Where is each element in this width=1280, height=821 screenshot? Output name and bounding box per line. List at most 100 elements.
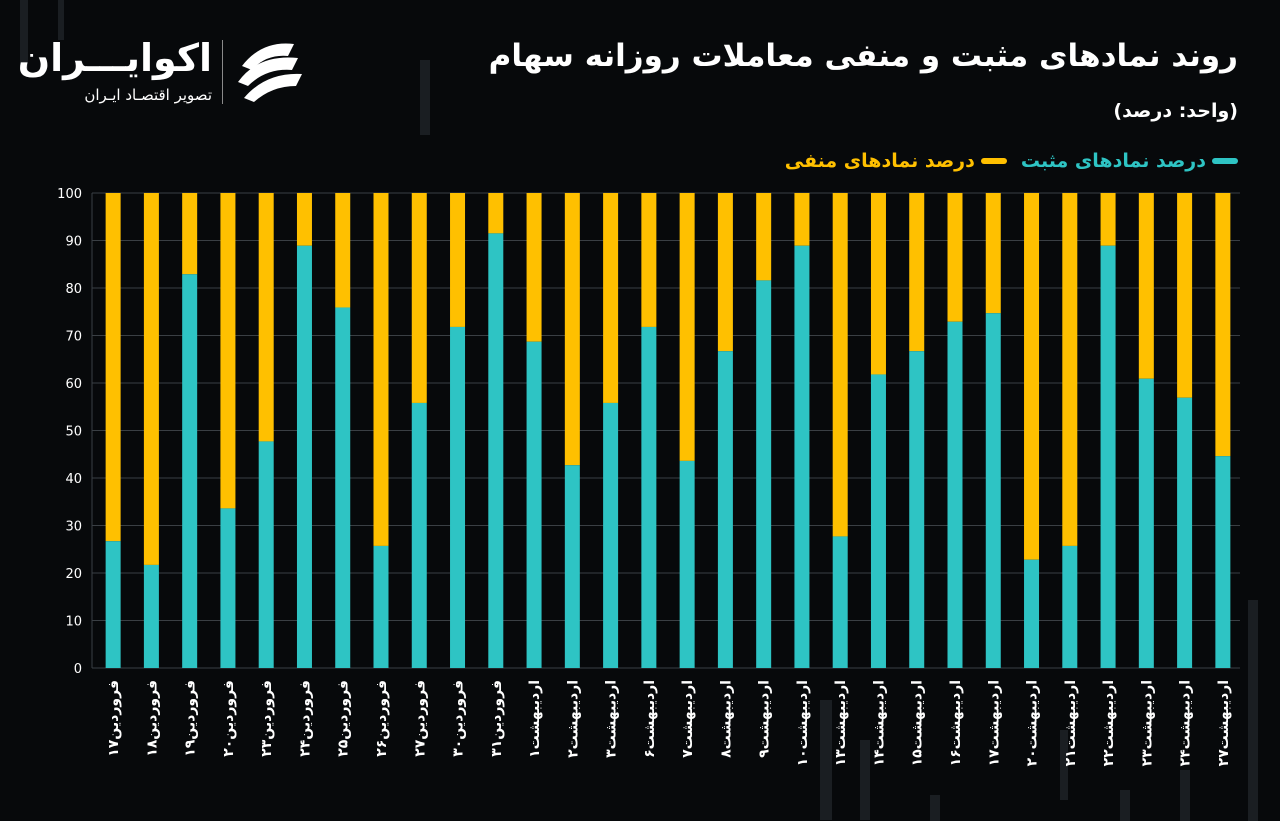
bar-positive [220,508,236,668]
bar-negative [603,193,619,403]
bar-positive [832,536,848,668]
x-tick-label: فروردین۲۵ [336,680,352,757]
bar-positive [1024,559,1040,668]
y-tick-label: 50 [65,425,82,440]
bar-negative [1138,193,1154,379]
x-tick-label: اردیبهشت۱ [527,680,543,758]
x-tick-label: اردیبهشت۱۰ [795,680,811,766]
bar-positive [488,233,504,668]
bar-negative [488,193,504,234]
bar-negative [1062,193,1078,546]
bar-negative [564,193,580,466]
background-candle [820,700,832,820]
bar-positive [756,280,772,668]
x-tick-label: اردیبهشت۱۶ [948,680,964,766]
x-tick-label: فروردین۲۳ [259,680,275,757]
x-tick-label: فروردین۱۹ [183,680,199,757]
legend-swatch-negative [980,158,1007,164]
bar-negative [1215,193,1231,457]
bar-negative [794,193,810,246]
bar-positive [717,351,733,668]
bar-positive [870,374,886,668]
x-tick-label: اردیبهشت۱۵ [910,680,926,766]
bar-positive [1177,397,1193,668]
x-tick-label: اردیبهشت۲۲ [1101,680,1117,766]
bar-negative [717,193,733,352]
legend-label-positive: درصد نمادهای مثبت [1020,150,1206,172]
bar-negative [1100,193,1116,246]
x-tick-label: فروردین۱۷ [106,680,122,757]
x-tick-label: اردیبهشت۱۳ [833,680,849,766]
background-candle [860,740,870,820]
bar-positive [526,341,542,668]
ecoiran-logo-icon [238,43,302,102]
x-tick-label: فروردین۲۰ [221,680,237,757]
x-tick-label: اردیبهشت۳ [604,680,620,758]
y-tick-label: 100 [57,187,82,202]
x-tick-label: اردیبهشت۲۴ [1178,680,1194,766]
bar-negative [526,193,542,342]
x-tick-label: اردیبهشت۷ [680,680,696,758]
x-tick-label: فروردین۱۸ [144,680,160,757]
brand-tagline: تصویر اقتصـاد ایـران [84,86,212,104]
x-tick-label: فروردین۳۱ [489,680,505,757]
x-tick-label: اردیبهشت۱۷ [986,680,1002,766]
bar-positive [258,441,274,668]
y-tick-label: 90 [65,235,82,250]
background-candle [1060,730,1068,800]
chart-title: روند نمادهای مثبت و منفی معاملات روزانه … [488,38,1238,74]
bar-positive [603,402,619,668]
bar-negative [105,193,121,542]
bar-positive [335,307,351,668]
bar-negative [335,193,351,308]
y-tick-label: 30 [65,520,82,535]
bar-positive [450,326,466,668]
bar-negative [832,193,848,537]
bar-positive [182,274,198,668]
bar-negative [909,193,925,352]
x-tick-label: فروردین۲۶ [374,680,390,757]
bar-negative [947,193,963,322]
bar-positive [947,321,963,668]
y-tick-label: 80 [65,282,82,297]
y-tick-label: 40 [65,472,82,487]
bar-positive [1100,245,1116,668]
bar-negative [1024,193,1040,560]
bar-positive [1215,456,1231,668]
bar-negative [756,193,772,281]
bar-positive [1138,378,1154,668]
bar-negative [411,193,427,403]
bar-negative [143,193,159,565]
x-tick-label: فروردین۳۰ [451,680,467,757]
legend-item-negative: درصد نمادهای منفی [785,150,1007,172]
x-tick-label: اردیبهشت۲۱ [1063,680,1079,766]
x-tick-label: اردیبهشت۲۰ [1025,680,1041,766]
y-tick-label: 0 [74,662,82,677]
background-candle [58,0,64,40]
y-tick-label: 10 [65,615,82,630]
bar-positive [909,351,925,668]
brand-logo: اکوایـــران تصویر اقتصـاد ایـران [18,36,312,116]
background-candle [1248,600,1258,821]
background-candle [930,795,940,821]
background-candle [420,60,430,135]
unit-label: (واحد: درصد) [1113,100,1238,122]
y-tick-label: 20 [65,567,82,582]
x-tick-label: اردیبهشت۲ [565,680,581,758]
x-tick-label: اردیبهشت۲۷ [1216,680,1232,766]
bar-positive [373,545,389,668]
y-tick-label: 60 [65,377,82,392]
bar-negative [985,193,1001,314]
x-tick-label: اردیبهشت۲۳ [1139,680,1155,766]
x-tick-label: فروردین۲۷ [412,680,428,757]
bar-negative [870,193,886,375]
background-candle [20,0,28,70]
bar-negative [258,193,274,442]
bar-negative [296,193,312,246]
bar-positive [105,541,121,668]
legend-item-positive: درصد نمادهای مثبت [1021,150,1238,172]
bar-negative [1177,193,1193,398]
brand-divider [222,40,223,104]
